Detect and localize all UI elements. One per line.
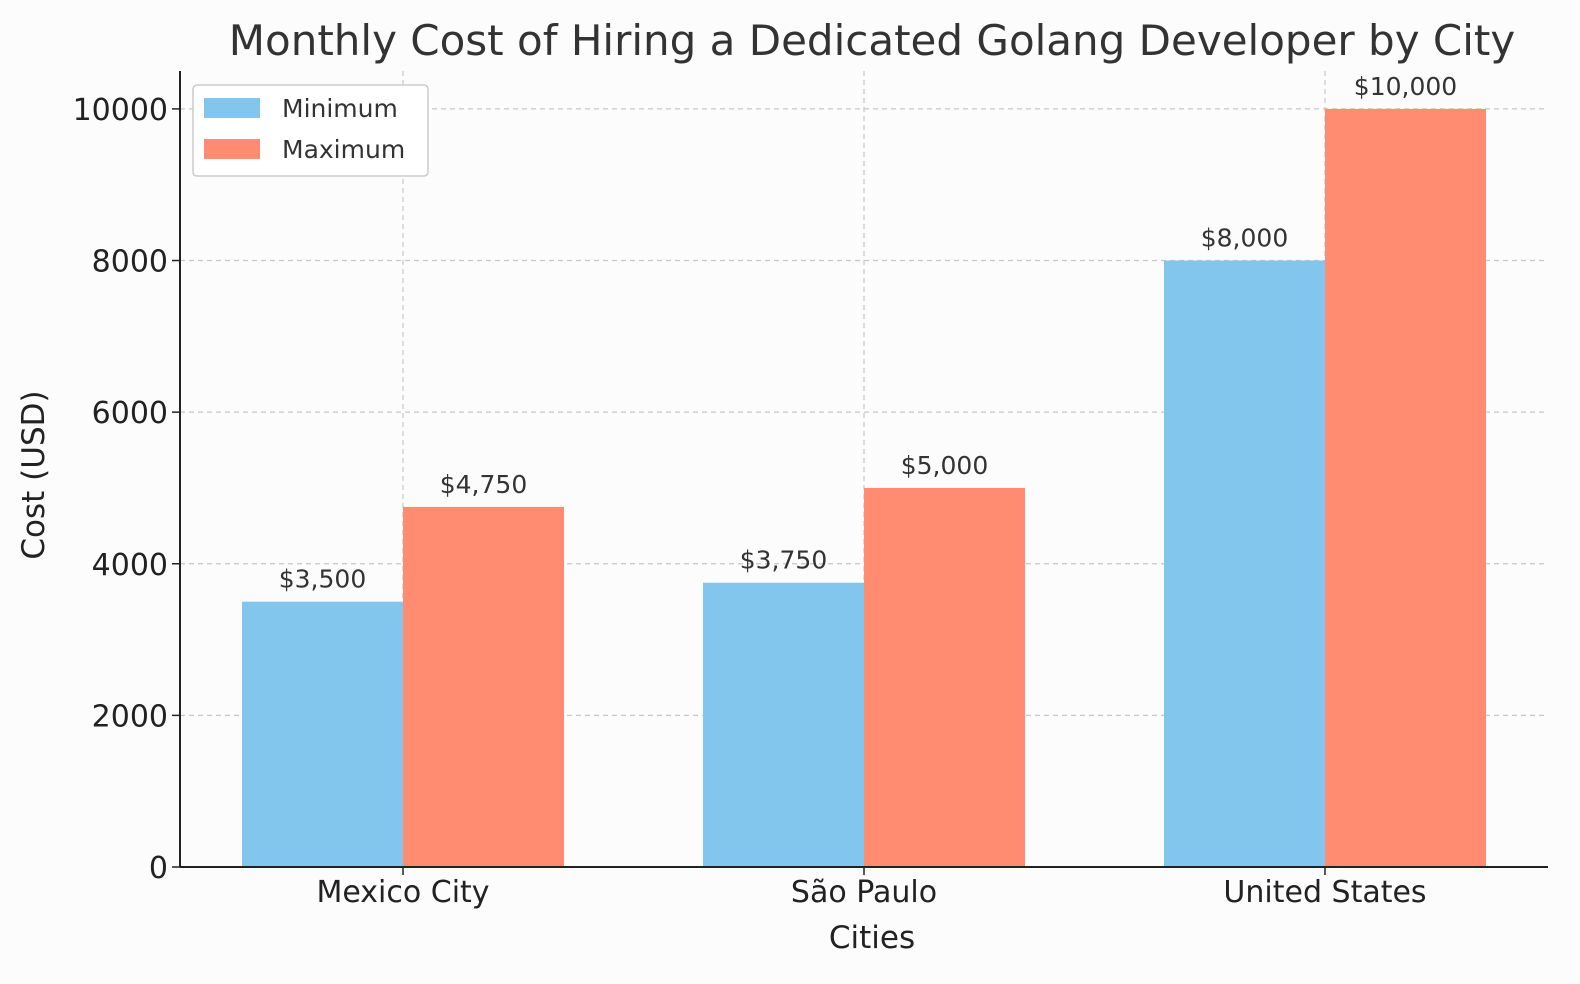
bar-minimum bbox=[703, 582, 864, 867]
y-tick-label: 0 bbox=[149, 851, 168, 886]
y-tick-label: 10000 bbox=[73, 93, 168, 128]
legend-swatch-minimum bbox=[204, 98, 260, 118]
x-tick-label: United States bbox=[1223, 875, 1426, 910]
axes: 0 2000 4000 6000 8000 10000 Mexico City São Pau… bbox=[73, 71, 1548, 910]
y-tick-label: 2000 bbox=[92, 699, 168, 734]
x-axis-label: Cities bbox=[829, 920, 915, 956]
chart-title: Monthly Cost of Hiring a Dedicated Golan… bbox=[229, 16, 1515, 65]
legend-label-maximum: Maximum bbox=[282, 135, 405, 164]
bar-value-label: $4,750 bbox=[440, 470, 527, 499]
bar-value-label: $8,000 bbox=[1201, 224, 1288, 253]
bar-maximum bbox=[1325, 108, 1486, 867]
legend-swatch-maximum bbox=[204, 139, 260, 159]
bar-minimum bbox=[1164, 260, 1325, 867]
legend-label-minimum: Minimum bbox=[282, 94, 398, 123]
bar-value-label: $5,000 bbox=[901, 451, 988, 480]
y-tick-label: 6000 bbox=[92, 396, 168, 431]
bars bbox=[242, 108, 1486, 867]
x-tick-label: Mexico City bbox=[316, 875, 489, 910]
bar-minimum bbox=[242, 601, 403, 867]
y-axis-label: Cost (USD) bbox=[16, 390, 52, 559]
y-tick-label: 4000 bbox=[92, 548, 168, 583]
data-labels: $3,500 $3,750 $8,000 $4,750 $5,000 $10,000 bbox=[279, 72, 1457, 594]
y-tick-label: 8000 bbox=[92, 245, 168, 280]
bar-maximum bbox=[403, 506, 564, 867]
legend: Minimum Maximum bbox=[192, 84, 429, 177]
bar-value-label: $10,000 bbox=[1354, 72, 1457, 101]
bar-value-label: $3,500 bbox=[279, 565, 366, 594]
x-tick-label: São Paulo bbox=[791, 875, 937, 910]
bar-maximum bbox=[864, 487, 1025, 867]
bar-value-label: $3,750 bbox=[740, 546, 827, 575]
